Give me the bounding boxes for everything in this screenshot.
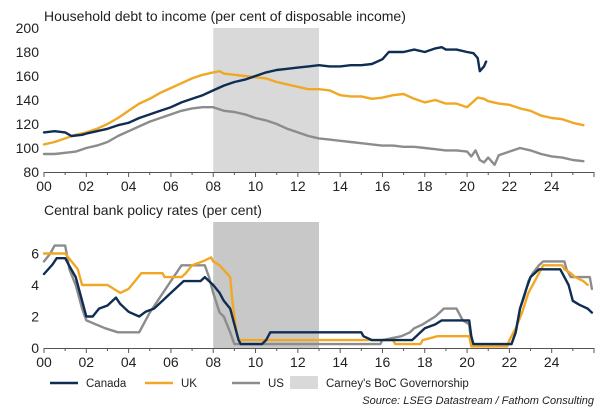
x-tick-label: 08: [205, 354, 221, 370]
x-tick-label: 10: [248, 178, 264, 194]
x-tick-label: 22: [502, 178, 518, 194]
x-tick-label: 08: [205, 178, 221, 194]
y-tick-label: 140: [16, 92, 40, 108]
x-tick-label: 14: [332, 178, 348, 194]
series-line-uk: [42, 252, 589, 348]
policy-rates-chart: Central bank policy rates (per cent) 024…: [31, 202, 595, 370]
x-tick-label: 02: [79, 178, 95, 194]
legend: Canada UK US Carney's BoC Governorship: [50, 376, 469, 390]
x-tick-label: 06: [163, 354, 179, 370]
series-line-canada: [42, 257, 594, 346]
legend-swatch-shade: [290, 376, 318, 389]
series-line-uk: [42, 70, 585, 146]
debt-to-income-chart: Household debt to income (per cent of di…: [16, 8, 595, 194]
legend-label-canada: Canada: [86, 378, 127, 390]
legend-label-uk: UK: [181, 378, 197, 390]
x-tick-label: 06: [163, 178, 179, 194]
source-note: Source: LSEG Datastream / Fathom Consult…: [362, 395, 595, 407]
y-tick-label: 80: [23, 164, 39, 180]
series-line-canada: [42, 46, 488, 138]
x-tick-label: 20: [459, 354, 475, 370]
rates-chart-title: Central bank policy rates (per cent): [44, 202, 262, 218]
x-tick-label: 10: [248, 354, 264, 370]
x-tick-label: 14: [332, 354, 348, 370]
x-tick-label: 24: [544, 178, 560, 194]
debt-chart-title: Household debt to income (per cent of di…: [44, 8, 406, 24]
x-tick-label: 16: [375, 178, 391, 194]
y-tick-label: 0: [31, 340, 39, 356]
legend-label-shade: Carney's BoC Governorship: [326, 378, 469, 390]
x-tick-label: 16: [375, 354, 391, 370]
x-tick-label: 02: [79, 354, 95, 370]
series-line-us: [42, 106, 585, 166]
x-tick-label: 04: [121, 178, 137, 194]
y-tick-label: 120: [16, 116, 40, 132]
x-tick-label: 12: [290, 178, 306, 194]
y-tick-label: 4: [31, 277, 39, 293]
x-tick-label: 12: [290, 354, 306, 370]
x-tick-label: 22: [502, 354, 518, 370]
x-tick-label: 00: [36, 354, 52, 370]
governorship-shade: [213, 28, 319, 172]
y-tick-label: 6: [31, 246, 39, 262]
x-tick-label: 18: [417, 354, 433, 370]
x-tick-label: 18: [417, 178, 433, 194]
y-tick-label: 200: [16, 20, 40, 36]
y-tick-label: 2: [31, 309, 39, 325]
legend-label-us: US: [268, 378, 284, 390]
x-tick-label: 20: [459, 178, 475, 194]
x-tick-label: 04: [121, 354, 137, 370]
x-tick-label: 00: [36, 178, 52, 194]
x-tick-label: 24: [544, 354, 560, 370]
y-tick-label: 180: [16, 44, 40, 60]
y-tick-label: 160: [16, 68, 40, 84]
y-tick-label: 100: [16, 140, 40, 156]
